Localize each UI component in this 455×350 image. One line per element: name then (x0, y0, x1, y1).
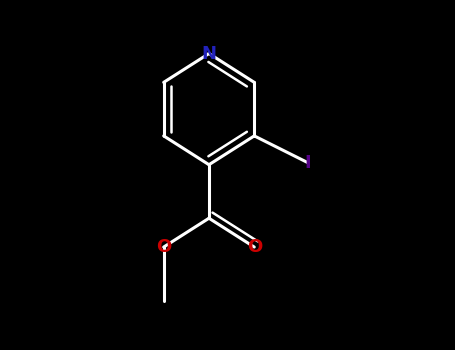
Text: I: I (304, 154, 311, 172)
Text: O: O (247, 238, 262, 256)
Text: N: N (202, 44, 217, 63)
Text: O: O (156, 238, 171, 256)
